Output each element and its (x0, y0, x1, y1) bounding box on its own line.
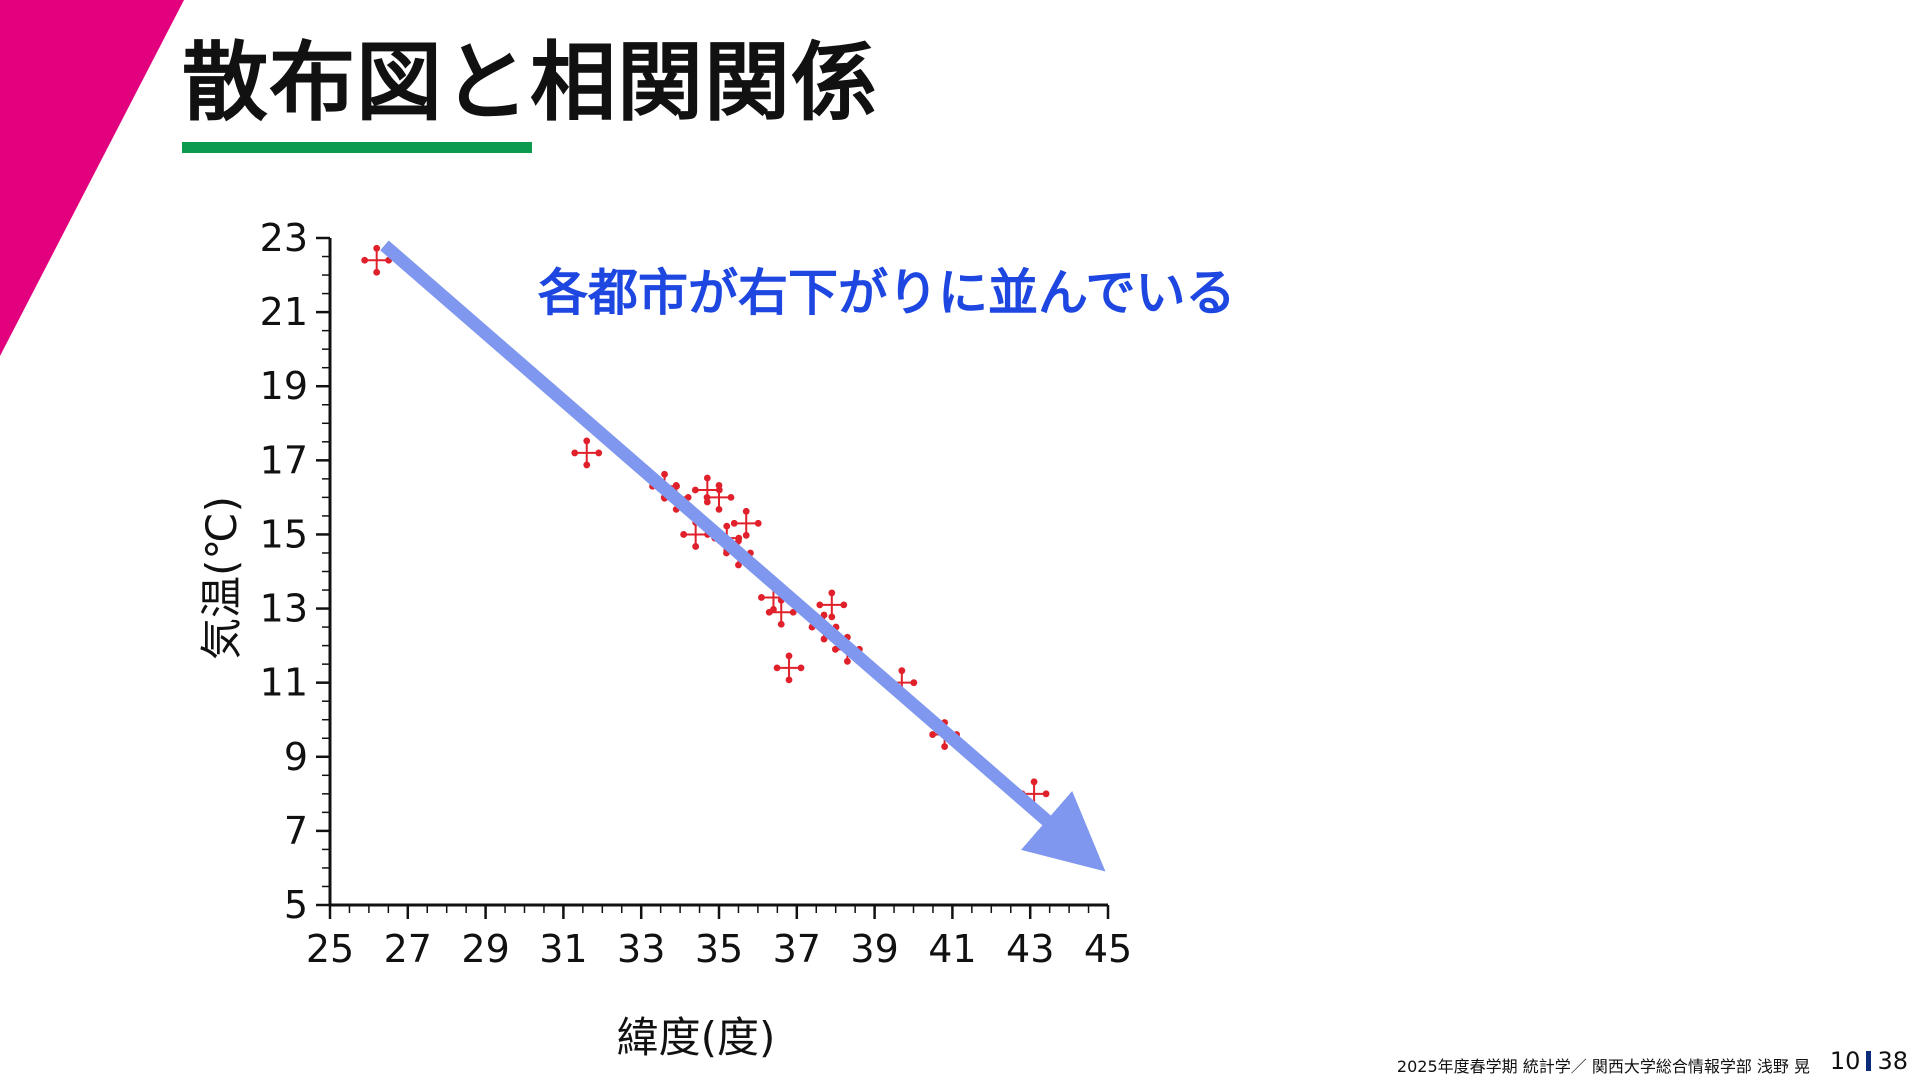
trend-arrow (380, 240, 1106, 872)
x-tick-label: 25 (306, 927, 354, 971)
footer-credit: 2025年度春学期 統計学／ 関西大学総合情報学部 浅野 晃 (1396, 1057, 1810, 1076)
chart-axes (328, 238, 1108, 907)
x-tick-label: 27 (384, 927, 432, 971)
x-tick-label: 39 (850, 927, 898, 971)
y-tick-label: 11 (260, 661, 308, 705)
data-point (773, 652, 805, 684)
y-tick-label: 13 (260, 587, 308, 631)
x-tick-label: 35 (695, 927, 743, 971)
y-tick-label: 15 (260, 512, 308, 556)
page-current: 10 (1829, 1047, 1861, 1075)
page-total: 38 (1877, 1047, 1908, 1075)
data-point (816, 589, 848, 621)
slide-title: 散布図と相関関係 (182, 33, 878, 133)
data-point (703, 481, 735, 513)
page-indicator: 10 38 (1830, 1047, 1908, 1075)
x-tick-label: 37 (773, 927, 821, 971)
page-separator (1866, 1051, 1872, 1071)
x-tick-label: 43 (1006, 927, 1054, 971)
y-tick-label: 21 (260, 290, 308, 334)
y-axis-label: 気温(℃) (197, 496, 246, 660)
y-axis-ticks: 5 7 9 11 13 15 17 19 21 23 (260, 216, 330, 927)
x-tick-label: 41 (928, 927, 976, 971)
chart-annotation: 各都市が右下がりに並んでいる (538, 264, 1236, 322)
data-point (571, 437, 603, 469)
title-underline (182, 142, 532, 153)
data-point (361, 244, 393, 276)
corner-decoration (0, 0, 184, 356)
y-tick-label: 9 (284, 735, 308, 779)
x-axis-ticks: 25 27 29 31 33 35 37 39 41 43 45 (306, 905, 1132, 971)
data-point (730, 507, 762, 539)
x-tick-label: 45 (1084, 927, 1132, 971)
x-tick-label: 31 (539, 927, 587, 971)
y-tick-label: 7 (284, 809, 308, 853)
y-tick-label: 19 (260, 364, 308, 408)
y-tick-label: 17 (260, 438, 308, 482)
x-tick-label: 33 (617, 927, 665, 971)
y-tick-label: 23 (260, 216, 308, 260)
x-axis-label: 緯度(度) (617, 1013, 776, 1062)
y-tick-label: 5 (284, 883, 308, 927)
x-tick-label: 29 (461, 927, 509, 971)
